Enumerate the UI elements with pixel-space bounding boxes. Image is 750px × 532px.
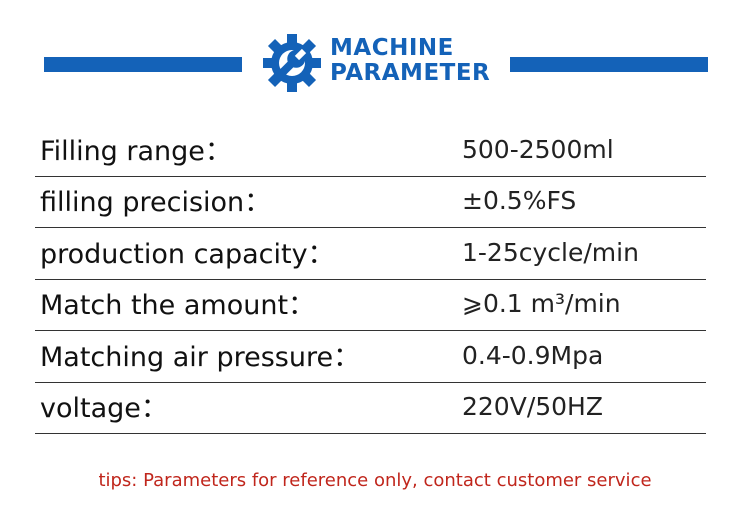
row-label: filling precision： <box>40 187 272 219</box>
tips: tips: Parameters for reference only, con… <box>98 470 652 491</box>
gear-icon <box>263 34 321 92</box>
row-label: Match the amount： <box>40 290 316 322</box>
row-label: production capacity： <box>40 238 335 270</box>
row-value: ±0.5%FS <box>462 186 577 216</box>
table-row: Matching air pressure： 0.4-0.9Mpa <box>35 331 706 383</box>
row-value: ⩾0.1 m³/min <box>462 289 621 319</box>
row-label: Matching air pressure： <box>40 341 361 373</box>
table-row: voltage： 220V/50HZ <box>35 382 706 434</box>
row-value: 500-2500ml <box>462 135 614 164</box>
header-bar-right <box>510 57 708 72</box>
table-row: filling precision： ±0.5%FS <box>35 176 706 229</box>
title-line: PARAMETER <box>330 60 491 86</box>
header-title: MACHINE PARAMETER <box>330 36 490 86</box>
row-value: 220V/50HZ <box>462 392 603 421</box>
table-row: production capacity： 1-25cycle/min <box>35 228 706 280</box>
row-value: 0.4-0.9Mpa <box>462 340 604 370</box>
row-label: Filling range： <box>40 136 232 167</box>
header-bar-left <box>44 57 242 72</box>
table-row: Filling range： 500-2500ml <box>35 125 706 177</box>
table-row: Match the amount： ⩾0.1 m³/min <box>35 279 706 332</box>
row-value: 1-25cycle/min <box>462 237 639 267</box>
title-line: MACHINE <box>330 35 454 61</box>
row-label: voltage： <box>40 393 168 424</box>
